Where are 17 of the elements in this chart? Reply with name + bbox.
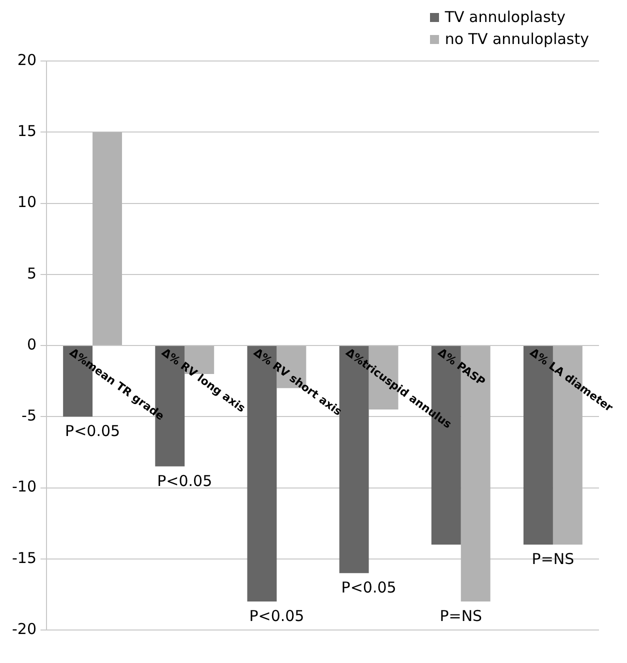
legend-label: no TV annuloplasty [444, 30, 589, 48]
y-tick-label: -15 [12, 548, 36, 567]
annotation: P=NS [440, 606, 482, 625]
y-tick-label: 20 [17, 50, 36, 69]
y-tick-label: 5 [26, 264, 36, 282]
y-tick-label: -20 [12, 620, 36, 638]
annotation: P<0.05 [65, 422, 120, 440]
y-tick-label: 0 [26, 335, 36, 354]
y-tick-label: 10 [17, 193, 36, 212]
annotation: P<0.05 [249, 606, 304, 625]
legend-label: TV annuloplasty [444, 8, 566, 26]
y-tick-label: -5 [22, 406, 36, 425]
annotation: P<0.05 [157, 472, 212, 490]
annotation: P<0.05 [341, 578, 396, 596]
annotation: P=NS [532, 550, 574, 568]
y-tick-label: 15 [17, 122, 36, 140]
y-tick-label: -10 [12, 478, 36, 496]
